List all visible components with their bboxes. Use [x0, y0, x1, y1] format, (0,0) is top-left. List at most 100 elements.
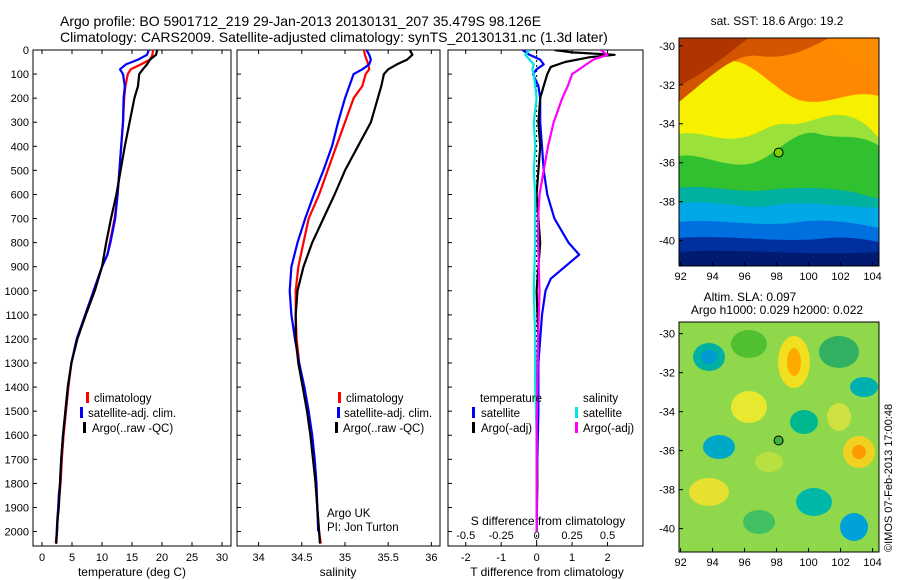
legend-swatch-temp-argo — [472, 422, 475, 433]
series-line-0-2 — [55, 50, 159, 544]
sla-map-title: Altim. SLA: 0.097 — [704, 290, 797, 304]
lat-tick-label: -30 — [659, 41, 675, 53]
lat-tick-label: -36 — [659, 158, 675, 170]
depth-tick-label: 1000 — [5, 286, 29, 298]
t-difference-axis-label: T difference from climatology — [470, 565, 624, 579]
x-tick-label: 35 — [339, 552, 351, 564]
legend-entry: satellite — [481, 408, 520, 420]
x-tick-label: 30 — [216, 552, 228, 564]
sla-map-subtitle: Argo h1000: 0.029 h2000: 0.022 — [691, 303, 863, 317]
x-tick-label: 10 — [96, 552, 108, 564]
depth-tick-label: 1900 — [5, 502, 29, 514]
depth-tick-label: 1700 — [5, 454, 29, 466]
depth-tick-label: 300 — [11, 117, 29, 129]
temperature-panel-frame — [32, 49, 232, 547]
lat-tick-label: -40 — [659, 524, 675, 536]
legend-entry: satellite — [583, 408, 622, 420]
series-line-0-0 — [54, 50, 155, 544]
lon-tick-label: 102 — [831, 271, 849, 283]
depth-tick-label: 1200 — [5, 334, 29, 346]
depth-tick-label: 1800 — [5, 478, 29, 490]
legend-header-temperature: temperature — [480, 393, 542, 405]
lat-tick-label: -40 — [659, 236, 675, 248]
x-tick-label: 15 — [126, 552, 138, 564]
salinity-panel-frame — [236, 49, 441, 547]
x-tick-label: 2 — [604, 552, 610, 564]
pi-annotation: PI: Jon Turton — [327, 522, 399, 534]
legend-swatch-sal-argo — [575, 422, 578, 433]
legend-entry: climatology — [94, 393, 152, 405]
series-line-2-0 — [521, 50, 581, 532]
argo-location-marker — [773, 147, 784, 158]
temperature-x-ticks: 0 5 10 15 20 25 30 — [39, 50, 228, 564]
map-axes: 92 94 96 98 100 102 104 -30 -32 -34 -36 -38 -40 92 94 9… — [659, 41, 882, 569]
series-line-2-2 — [524, 50, 538, 532]
lon-tick-label: 98 — [770, 271, 782, 283]
lat-tick-label: -32 — [659, 368, 675, 380]
depth-tick-label: 100 — [11, 69, 29, 81]
x-tick-label: 34.5 — [291, 552, 312, 564]
lon-tick-label: 94 — [706, 271, 718, 283]
operator-annotation: Argo UK — [327, 508, 371, 520]
series-line-1-1 — [288, 50, 372, 532]
salinity-x-ticks: 34 34.5 35 35.5 36 — [252, 50, 437, 564]
legend-entry: climatology — [346, 393, 404, 405]
x-tick-label: 35.5 — [377, 552, 398, 564]
lon-tick-label: 102 — [831, 557, 849, 569]
depth-tick-label: 0 — [23, 45, 29, 57]
depth-tick-label: 800 — [11, 238, 29, 250]
legend-swatch-argo — [83, 422, 86, 433]
x-tick-label: 0 — [534, 552, 540, 564]
lon-tick-label: 96 — [738, 557, 750, 569]
s-difference-tick-label: -0.5 — [456, 530, 475, 542]
legend-swatch-climatology — [86, 392, 89, 403]
salinity-series — [288, 50, 414, 544]
legend-entry: satellite-adj. clim. — [88, 408, 176, 420]
legend-header-salinity: salinity — [583, 393, 618, 405]
lon-tick-label: 92 — [674, 271, 686, 283]
difference-legend: temperature salinity satellite Argo(-adj… — [472, 393, 634, 435]
legend-entry: Argo(..raw -QC) — [92, 423, 173, 435]
lon-tick-label: 100 — [799, 271, 817, 283]
title-line2: Climatology: CARS2009. Satellite-adjuste… — [60, 29, 608, 45]
x-tick-label: 0 — [39, 552, 45, 564]
depth-tick-label: 1300 — [5, 358, 29, 370]
difference-panel-frame — [447, 49, 644, 547]
difference-series — [521, 50, 616, 532]
x-tick-label: 34 — [252, 552, 264, 564]
lon-tick-label: 104 — [863, 271, 881, 283]
sla-heatmap-field — [679, 322, 879, 552]
title-line1: Argo profile: BO 5901712_219 29-Jan-2013… — [60, 13, 541, 29]
temperature-legend: climatology satellite-adj. clim. Argo(..… — [80, 392, 176, 435]
depth-tick-label: 1400 — [5, 382, 29, 394]
x-tick-label: -2 — [461, 552, 471, 564]
series-line-1-0 — [294, 50, 371, 544]
s-difference-tick-label: 0.5 — [600, 530, 615, 542]
depth-tick-label: 600 — [11, 189, 29, 201]
s-difference-tick-label: 0.25 — [561, 530, 582, 542]
legend-swatch-temp-satellite — [472, 407, 475, 418]
s-difference-tick-label: -0.25 — [489, 530, 514, 542]
lon-tick-label: 96 — [738, 271, 750, 283]
s-difference-ticks: -0.5-0.2500.250.5 — [456, 530, 615, 542]
lat-tick-label: -36 — [659, 446, 675, 458]
depth-tick-label: 400 — [11, 141, 29, 153]
sst-map-title: sat. SST: 18.6 Argo: 19.2 — [711, 14, 844, 28]
depth-axis: 0 100 200 300 400 500 600 700 800 900 1000 1100 1200… — [5, 45, 452, 539]
depth-tick-label: 200 — [11, 93, 29, 105]
depth-tick-label: 900 — [11, 262, 29, 274]
copyright-note: ©IMOS 07-Feb-2013 17:00:48 — [883, 404, 895, 552]
legend-entry: Argo(-adj) — [583, 423, 634, 435]
argo-location-marker — [773, 435, 784, 446]
legend-swatch-satellite — [80, 407, 83, 418]
lon-tick-label: 100 — [799, 557, 817, 569]
legend-swatch-argo — [335, 422, 338, 433]
legend-swatch-satellite — [337, 407, 340, 418]
temperature-axis-label: temperature (deg C) — [78, 565, 186, 579]
temperature-series — [54, 50, 159, 544]
s-difference-axis-label: S difference from climatology — [471, 514, 626, 528]
depth-tick-label: 500 — [11, 165, 29, 177]
salinity-legend: climatology satellite-adj. clim. Argo(..… — [335, 392, 432, 435]
salinity-axis-label: salinity — [320, 565, 357, 579]
